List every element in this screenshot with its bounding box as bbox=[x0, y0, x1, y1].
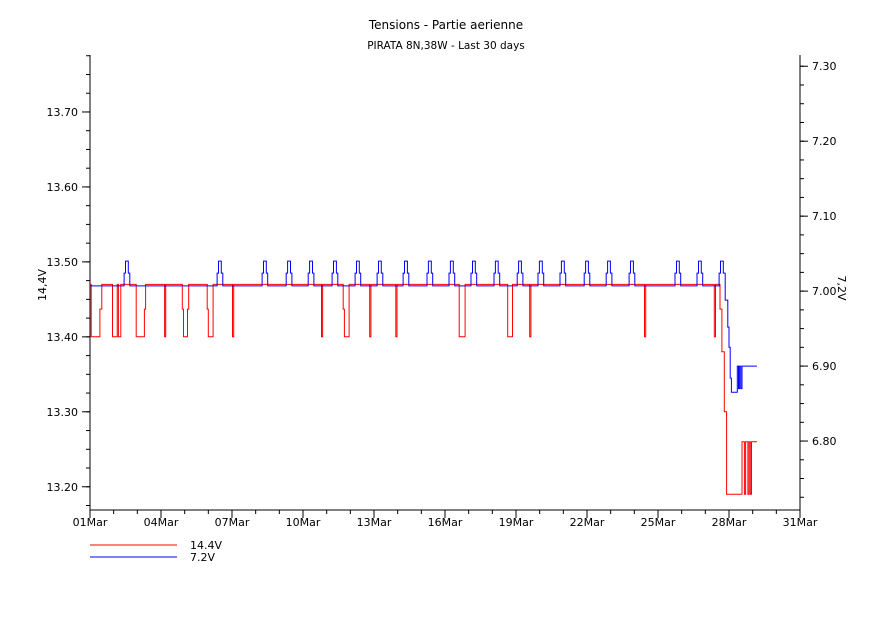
y-left-tick-label: 13.50 bbox=[47, 256, 79, 269]
x-tick-label: 28Mar bbox=[712, 516, 747, 529]
series-line-14.4V bbox=[90, 283, 757, 495]
chart-subtitle: PIRATA 8N,38W - Last 30 days bbox=[367, 40, 525, 52]
y-axis-right-label: 7,2V bbox=[835, 275, 848, 300]
chart-title: Tensions - Partie aerienne bbox=[368, 18, 523, 32]
x-tick-label: 07Mar bbox=[215, 516, 250, 529]
y-left-tick-label: 13.30 bbox=[47, 406, 79, 419]
x-tick-label: 04Mar bbox=[144, 516, 179, 529]
y-right-tick-label: 7.30 bbox=[812, 60, 837, 73]
x-tick-label: 01Mar bbox=[73, 516, 108, 529]
x-tick-label: 13Mar bbox=[357, 516, 392, 529]
y-right-tick-label: 6.90 bbox=[812, 360, 837, 373]
y-right-tick-label: 7.10 bbox=[812, 210, 837, 223]
legend-label-14.4V: 14.4V bbox=[190, 539, 222, 552]
x-tick-label: 10Mar bbox=[286, 516, 321, 529]
y-right-tick-label: 7.20 bbox=[812, 135, 837, 148]
y-left-tick-label: 13.40 bbox=[47, 331, 79, 344]
y-right-tick-label: 7.00 bbox=[812, 285, 837, 298]
y-right-tick-label: 6.80 bbox=[812, 435, 837, 448]
x-tick-label: 16Mar bbox=[428, 516, 463, 529]
legend: 14.4V 7.2V bbox=[90, 539, 222, 564]
x-tick-label: 31Mar bbox=[783, 516, 818, 529]
legend-label-7.2V: 7.2V bbox=[190, 551, 215, 564]
series-line-7.2V bbox=[90, 260, 757, 393]
y-left-tick-label: 13.20 bbox=[47, 481, 79, 494]
x-tick-label: 25Mar bbox=[641, 516, 676, 529]
y-left-tick-label: 13.70 bbox=[47, 106, 79, 119]
series-group bbox=[90, 260, 757, 495]
x-tick-label: 22Mar bbox=[570, 516, 605, 529]
y-left-tick-label: 13.60 bbox=[47, 181, 79, 194]
axes: 01Mar 04Mar 07Mar 10Mar 13Mar 16Mar 19Mar 22Mar… bbox=[47, 55, 837, 529]
y-axis-left-label: 14,4V bbox=[36, 269, 49, 301]
x-tick-label: 19Mar bbox=[499, 516, 534, 529]
